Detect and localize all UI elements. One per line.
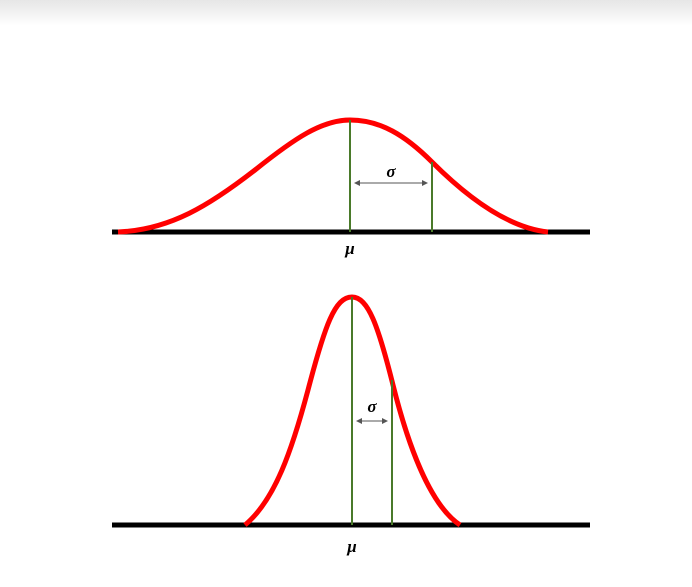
panel-narrow: σ μ <box>112 294 590 556</box>
mu-label-top: μ <box>344 239 354 258</box>
panel-wide: σ μ <box>112 117 590 258</box>
mu-label-bottom: μ <box>346 537 356 556</box>
bell-curve-wide <box>117 117 549 235</box>
sigma-label-top: σ <box>386 162 396 181</box>
sigma-label-bottom: σ <box>367 397 377 416</box>
top-shadow-bar <box>0 0 692 26</box>
